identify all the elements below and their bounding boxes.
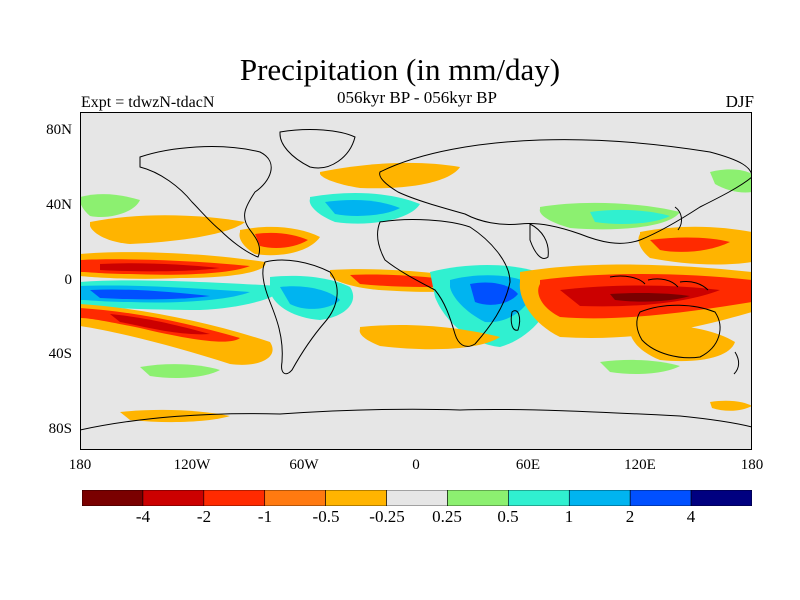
anomaly-positive [600, 359, 680, 374]
coastline-japan [674, 206, 683, 231]
lat-label-80s: 80S [48, 421, 72, 437]
anomaly-positive [90, 289, 210, 300]
anomaly-positive [590, 209, 670, 224]
coastline-india [529, 223, 549, 259]
anomaly-positive [325, 200, 400, 216]
anomaly-positive [280, 286, 340, 309]
lat-label-40n: 40N [46, 197, 72, 213]
colorbar-label: 4 [686, 507, 696, 526]
colorbar-box [447, 490, 509, 506]
colorbar-box [142, 490, 205, 506]
colorbar-box [568, 490, 631, 506]
lon-label-180e: 180 [740, 457, 764, 473]
lon-label-180w: 180 [68, 457, 92, 473]
lat-label-80n: 80N [46, 122, 72, 138]
coastline-south-america [262, 259, 338, 375]
precipitation-anomaly-map [80, 112, 752, 450]
colorbar-label: 2 [625, 507, 635, 526]
lat-label-40s: 40S [48, 346, 72, 362]
lon-label-120w: 120W [173, 457, 211, 473]
anomaly-negative [100, 263, 220, 272]
experiment-label: Expt = tdwzN-tdacN [81, 94, 215, 111]
colorbar-box [264, 490, 326, 506]
lon-label-60e: 60E [515, 457, 541, 473]
colorbar-box [508, 490, 570, 506]
colorbar-box [386, 490, 448, 506]
colorbar-box [325, 490, 387, 506]
colorbar-label: 0.5 [497, 507, 519, 526]
plot-title: Precipitation (in mm/day) [239, 52, 561, 87]
coastline-north-america [139, 146, 272, 258]
anomaly-negative [110, 314, 210, 335]
coastline-eurasia [379, 139, 752, 244]
anomaly-negative [359, 325, 500, 350]
coastline-indonesia [609, 275, 709, 291]
colorbar-label: -1 [257, 507, 273, 526]
anomaly-negative [255, 232, 308, 248]
anomaly-field [80, 162, 752, 423]
colorbar [82, 490, 752, 506]
coastline-antarctica [80, 408, 752, 431]
colorbar-label: 0.25 [432, 507, 462, 526]
colorbar-box [82, 490, 144, 506]
coastline-australia [636, 304, 721, 359]
colorbar-box [690, 490, 752, 506]
anomaly-negative [630, 325, 735, 362]
anomaly-negative [610, 292, 690, 302]
anomaly-positive [140, 364, 220, 378]
colorbar-box [203, 490, 266, 506]
anomaly-positive [80, 194, 140, 218]
colorbar-label: -0.25 [369, 507, 405, 526]
colorbar-label: 1 [564, 507, 574, 526]
plot-subtitle: 056kyr BP - 056kyr BP [337, 88, 497, 107]
coastline-africa [377, 219, 511, 347]
season-label: DJF [725, 92, 754, 111]
coastline-greenland [279, 129, 356, 169]
anomaly-negative [650, 237, 730, 252]
colorbar-box [629, 490, 692, 506]
colorbar-label: -0.5 [312, 507, 340, 526]
lon-label-120e: 120E [624, 457, 656, 473]
coastline-madagascar [510, 310, 521, 331]
coastline-new-zealand [733, 351, 740, 375]
map-frame [80, 112, 752, 450]
lon-label-0: 0 [412, 457, 420, 473]
lat-label-eq: 0 [64, 272, 73, 288]
anomaly-positive [470, 282, 518, 305]
anomaly-negative [90, 215, 245, 244]
lon-label-60w: 60W [289, 457, 319, 473]
colorbar-label: -2 [196, 507, 212, 526]
anomaly-negative [710, 400, 752, 411]
anomaly-positive [710, 169, 752, 193]
coastline-layer [80, 129, 752, 431]
anomaly-negative [320, 162, 460, 189]
colorbar-label: -4 [135, 507, 151, 526]
